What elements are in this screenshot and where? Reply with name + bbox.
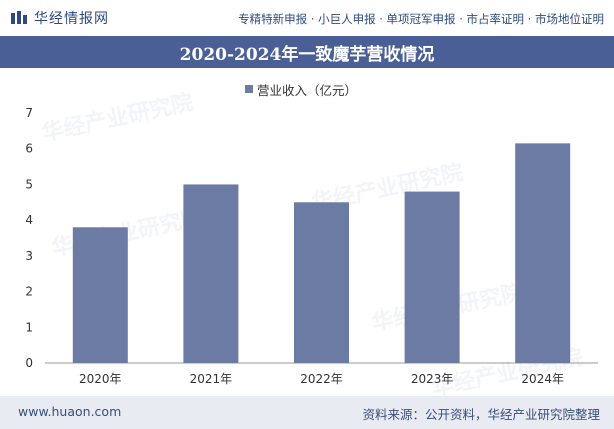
legend-label: 营业收入（亿元）	[257, 82, 358, 98]
bar	[515, 143, 571, 363]
top-bar: 华经情报网 专精特新申报 · 小巨人申报 · 单项冠军申报 · 市占率证明 · …	[0, 0, 614, 36]
title-bar: 2020-2024年一致魔芋营收情况	[0, 36, 614, 68]
x-tick-label: 2020年	[79, 372, 122, 386]
y-tick-label: 1	[25, 320, 33, 334]
x-tick-label: 2024年	[521, 372, 564, 386]
services-list: 专精特新申报 · 小巨人申报 · 单项冠军申报 · 市占率证明 · 市场地位证明	[238, 12, 604, 26]
y-tick-label: 6	[25, 142, 33, 156]
y-tick-label: 4	[25, 213, 33, 227]
logo-icon	[11, 11, 27, 24]
y-tick-label: 7	[25, 106, 33, 120]
bar	[404, 191, 460, 363]
footer-source: 资料来源：公开资料，华经产业研究院整理	[362, 407, 600, 422]
footer: www.huaon.com 资料来源：公开资料，华经产业研究院整理	[0, 396, 614, 429]
bar	[72, 227, 128, 363]
y-tick-label: 0	[25, 356, 33, 370]
y-tick-label: 5	[25, 177, 33, 191]
logo[interactable]: 华经情报网	[10, 9, 109, 27]
chart-legend: 营业收入（亿元）	[245, 80, 357, 98]
chart-title: 2020-2024年一致魔芋营收情况	[179, 44, 435, 65]
x-tick-label: 2022年	[300, 372, 343, 386]
legend-swatch	[245, 85, 253, 93]
bar	[183, 184, 239, 363]
y-tick-label: 3	[25, 249, 33, 263]
x-tick-label: 2021年	[190, 372, 233, 386]
logo-text: 华经情报网	[34, 11, 109, 27]
y-tick-label: 2	[25, 285, 33, 299]
x-tick-label: 2023年	[411, 372, 454, 386]
bar	[294, 202, 349, 363]
footer-site[interactable]: www.huaon.com	[18, 404, 122, 419]
